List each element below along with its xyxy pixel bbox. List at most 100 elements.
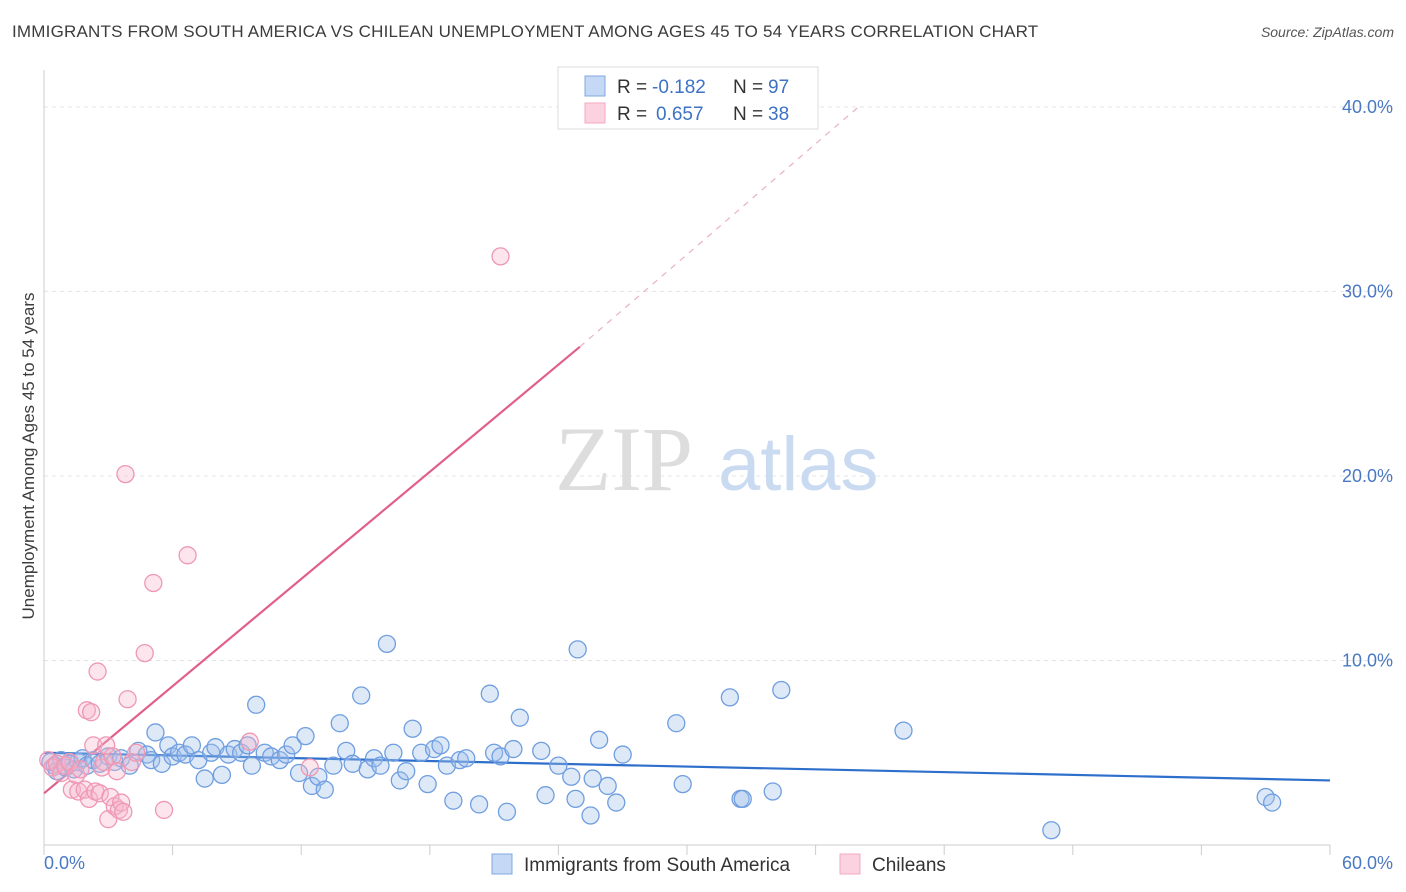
- point-immigrants: [720, 688, 740, 707]
- legend-swatch-pink: [584, 102, 606, 124]
- point-immigrants: [397, 762, 416, 781]
- x-tick-max: 60.0%: [1342, 853, 1393, 873]
- point-chileans: [127, 743, 146, 762]
- y-tick-label: 20.0%: [1342, 466, 1393, 486]
- point-chileans: [107, 762, 127, 781]
- point-immigrants: [673, 774, 692, 794]
- point-immigrants: [431, 736, 450, 755]
- point-immigrants: [212, 765, 232, 785]
- point-chileans: [178, 546, 197, 565]
- legend-swatch-immigrants: [491, 853, 513, 875]
- point-chileans: [97, 736, 116, 755]
- point-immigrants: [1042, 821, 1061, 840]
- point-chileans: [82, 702, 101, 722]
- point-immigrants: [510, 708, 529, 727]
- point-chileans: [79, 789, 99, 809]
- point-chileans: [71, 760, 90, 779]
- point-immigrants: [589, 730, 609, 749]
- trend-line-chileans: [43, 345, 581, 795]
- point-immigrants: [772, 680, 791, 700]
- y-tick-labels: 10.0% 20.0% 30.0% 40.0%: [1342, 97, 1393, 671]
- point-chileans: [62, 780, 82, 799]
- point-immigrants: [296, 726, 315, 746]
- point-immigrants: [598, 776, 617, 796]
- y-tick-label: 40.0%: [1342, 97, 1393, 117]
- point-immigrants: [667, 714, 686, 733]
- point-chileans: [154, 800, 174, 820]
- point-immigrants: [457, 749, 476, 768]
- point-immigrants: [289, 763, 309, 783]
- point-immigrants: [450, 750, 469, 770]
- point-immigrants: [1262, 793, 1282, 812]
- point-chileans: [118, 690, 137, 709]
- point-immigrants: [480, 684, 499, 703]
- point-chileans: [116, 464, 135, 484]
- point-chileans: [122, 752, 142, 772]
- point-immigrants: [581, 806, 600, 825]
- legend-n-value-1: 97: [768, 77, 789, 98]
- y-tick-label: 10.0%: [1342, 650, 1393, 670]
- watermark-zip: ZIP: [555, 408, 693, 510]
- legend-n-value-2: 38: [768, 104, 789, 125]
- point-chileans: [90, 784, 109, 803]
- point-immigrants: [159, 736, 178, 755]
- legend-r-value-2: 0.657: [656, 104, 704, 125]
- point-immigrants: [390, 771, 409, 790]
- point-immigrants: [195, 769, 214, 788]
- point-immigrants: [352, 686, 371, 705]
- watermark-atlas: atlas: [718, 422, 879, 507]
- legend-swatch-blue: [584, 75, 606, 97]
- legend-label-immigrants: Immigrants from South America: [524, 855, 791, 876]
- point-immigrants: [497, 802, 517, 821]
- stats-legend: R = -0.182 N = 97 R = 0.657 N = 38: [557, 66, 819, 130]
- point-immigrants: [549, 756, 568, 775]
- point-immigrants: [562, 767, 581, 786]
- point-chileans: [88, 662, 107, 681]
- legend-n-label-1: N =: [733, 77, 763, 98]
- series-legend: Immigrants from South America Chileans: [491, 853, 946, 876]
- point-immigrants: [444, 791, 463, 810]
- point-immigrants: [315, 780, 334, 799]
- point-immigrants: [607, 793, 626, 812]
- legend-label-chileans: Chileans: [872, 855, 946, 876]
- point-immigrants: [247, 695, 266, 714]
- point-immigrants: [733, 789, 752, 809]
- point-immigrants: [377, 634, 397, 654]
- legend-n-label-2: N =: [733, 104, 763, 125]
- point-immigrants: [364, 749, 384, 768]
- point-immigrants: [763, 782, 782, 801]
- y-axis-label: Unemployment Among Ages 45 to 54 years: [19, 293, 38, 620]
- point-immigrants: [536, 786, 555, 805]
- point-chileans: [491, 247, 510, 266]
- legend-r-label-2: R =: [617, 104, 647, 125]
- point-immigrants: [532, 741, 551, 761]
- legend-r-label-1: R =: [617, 77, 647, 98]
- point-immigrants: [384, 743, 403, 762]
- point-immigrants: [152, 754, 172, 773]
- point-immigrants: [469, 795, 489, 814]
- point-chileans: [240, 732, 259, 751]
- series-immigrants-points: [41, 634, 1282, 840]
- x-axis-ticks: [43, 845, 1331, 855]
- point-immigrants: [142, 750, 161, 770]
- point-immigrants: [566, 789, 585, 809]
- chart-title: IMMIGRANTS FROM SOUTH AMERICA VS CHILEAN…: [12, 22, 1039, 41]
- trend-line-chileans-extension: [579, 106, 859, 348]
- y-tick-label: 30.0%: [1342, 281, 1393, 301]
- point-chileans: [300, 758, 319, 777]
- point-immigrants: [330, 714, 349, 733]
- point-immigrants: [146, 723, 165, 742]
- legend-r-value-1: -0.182: [652, 77, 706, 98]
- point-chileans: [135, 643, 154, 663]
- point-immigrants: [418, 774, 437, 794]
- point-immigrants: [504, 739, 523, 759]
- legend-swatch-chileans: [839, 853, 861, 875]
- point-immigrants: [283, 736, 302, 755]
- point-immigrants: [583, 769, 602, 788]
- series-chileans-points: [39, 247, 510, 829]
- point-immigrants: [568, 640, 587, 659]
- point-chileans: [84, 736, 103, 755]
- point-immigrants: [277, 745, 296, 764]
- point-immigrants: [613, 745, 632, 764]
